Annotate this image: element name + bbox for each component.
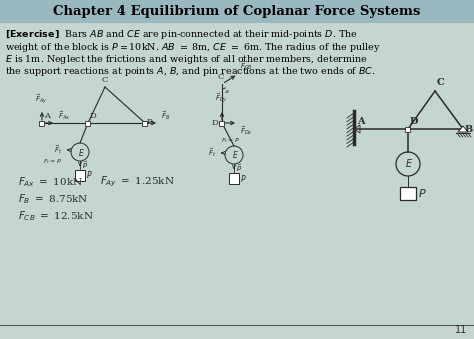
Text: $F_{Ax}$ $=$ 10kN: $F_{Ax}$ $=$ 10kN — [18, 175, 83, 189]
Text: $\mathbf{[Exercise]}$  Bars $AB$ and $CE$ are pin-connected at their mid-points : $\mathbf{[Exercise]}$ Bars $AB$ and $CE$… — [5, 28, 358, 41]
Text: $F_t$$=$$P$: $F_t$$=$$P$ — [43, 157, 62, 166]
Text: D: D — [410, 117, 419, 126]
Text: $\vec{F}_{Dy}$: $\vec{F}_{Dy}$ — [215, 92, 228, 106]
Text: $P$: $P$ — [86, 170, 92, 180]
Text: $E$: $E$ — [405, 157, 413, 169]
Bar — [85, 120, 91, 125]
Text: $F_{Ay}$ $=$ 1.25kN: $F_{Ay}$ $=$ 1.25kN — [100, 175, 174, 189]
Text: C: C — [102, 76, 108, 84]
Text: $E$ is 1m. Neglect the frictions and weights of all other members, determine: $E$ is 1m. Neglect the frictions and wei… — [5, 53, 368, 66]
Text: $\vec{p}$: $\vec{p}$ — [82, 159, 88, 171]
Bar — [0, 0, 474, 23]
Text: A: A — [44, 112, 50, 120]
Text: $E$: $E$ — [78, 146, 84, 158]
Text: $\vec{F}_{Ay}$: $\vec{F}_{Ay}$ — [35, 93, 47, 107]
Bar — [75, 170, 85, 181]
Bar — [219, 120, 225, 125]
Text: $\vec{F}_B$: $\vec{F}_B$ — [161, 109, 170, 122]
Text: Chapter 4 Equilibrium of Coplanar Force Systems: Chapter 4 Equilibrium of Coplanar Force … — [53, 5, 421, 18]
Text: $\vec{F}_{Ax}$: $\vec{F}_{Ax}$ — [58, 109, 70, 122]
Text: weight of the block is $P$$=$10kN. $AB$ $=$ 8m, $CE$ $=$ 6m. The radius of the p: weight of the block is $P$$=$10kN. $AB$ … — [5, 40, 381, 54]
Text: $a$: $a$ — [224, 88, 229, 95]
Text: $P$: $P$ — [418, 187, 427, 199]
Text: $E$: $E$ — [232, 149, 238, 160]
Text: $F_B$ $=$ 8.75kN: $F_B$ $=$ 8.75kN — [18, 192, 89, 206]
Text: $\vec{F}_t$: $\vec{F}_t$ — [54, 144, 62, 156]
Text: D: D — [90, 112, 97, 120]
Text: $P$: $P$ — [240, 173, 246, 183]
Text: C: C — [218, 73, 224, 81]
Text: A: A — [357, 117, 365, 126]
Text: $F_{CB}$ $=$ 12.5kN: $F_{CB}$ $=$ 12.5kN — [18, 209, 94, 223]
Text: $F_t$$=$$P$: $F_t$$=$$P$ — [220, 136, 239, 145]
Bar — [400, 187, 416, 200]
Text: 11: 11 — [455, 325, 467, 335]
Bar — [143, 120, 147, 125]
Bar — [405, 126, 410, 132]
Text: $\vec{F}_t$: $\vec{F}_t$ — [208, 147, 216, 159]
Text: B: B — [465, 124, 473, 134]
Text: $\vec{p}$: $\vec{p}$ — [236, 162, 242, 174]
Text: $\vec{F}_{Dx}$: $\vec{F}_{Dx}$ — [240, 124, 253, 137]
Bar — [39, 120, 45, 125]
Text: the support reactions at points $A$, $B$, and pin reactions at the two ends of $: the support reactions at points $A$, $B$… — [5, 65, 376, 79]
Bar — [229, 173, 239, 184]
Text: $\vec{F}_{CB}$: $\vec{F}_{CB}$ — [240, 59, 253, 72]
Text: D: D — [211, 119, 218, 127]
Text: B: B — [147, 118, 153, 126]
Polygon shape — [458, 126, 468, 132]
Text: C: C — [437, 78, 445, 87]
